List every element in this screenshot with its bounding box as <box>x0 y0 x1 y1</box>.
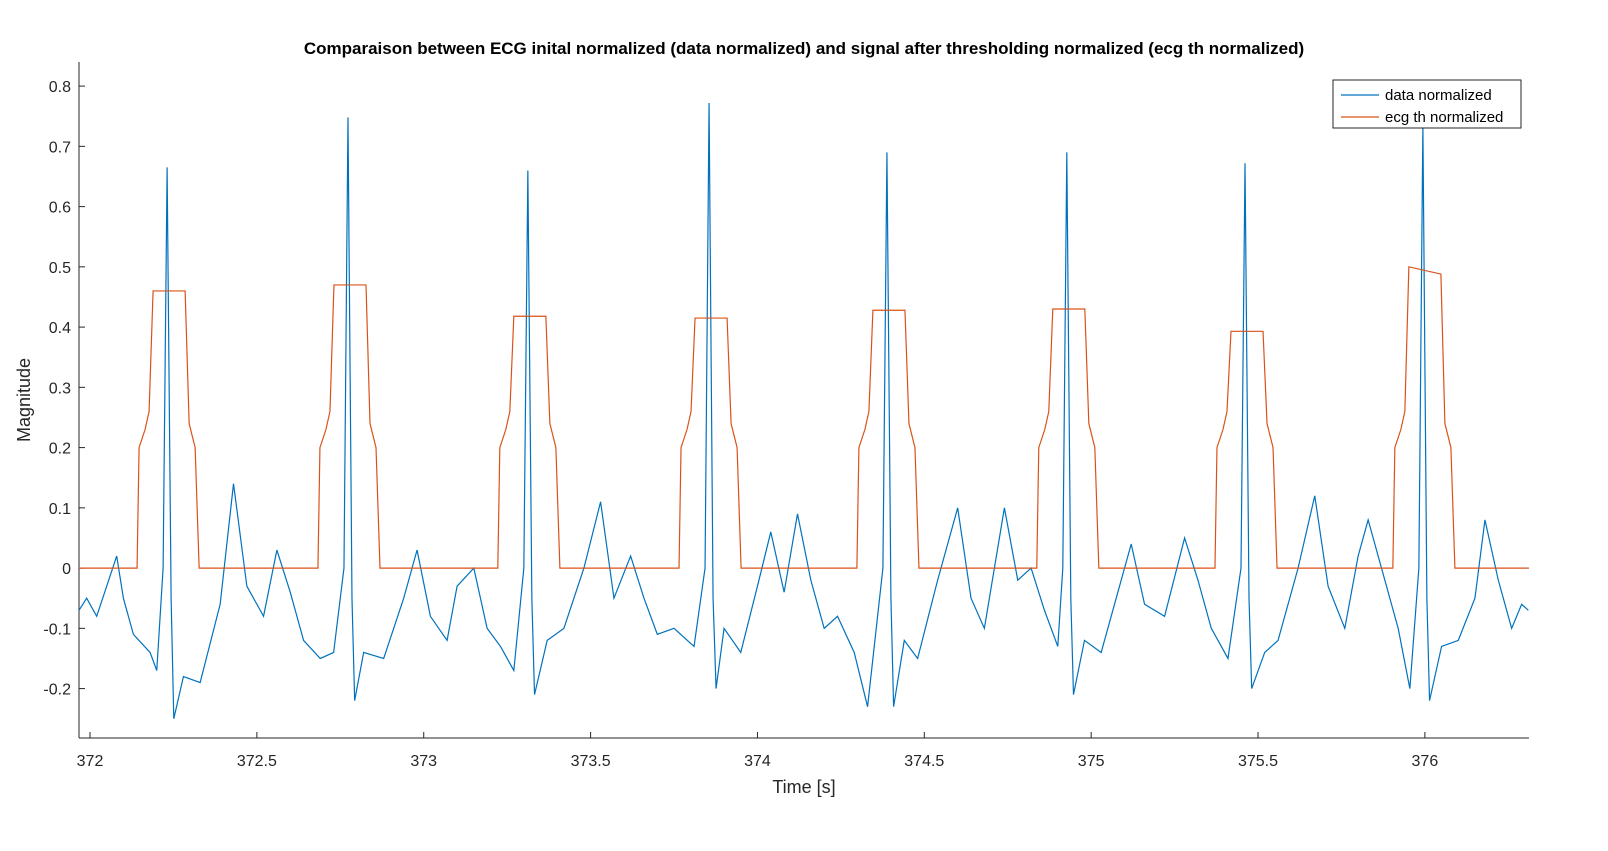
y-tick-label: 0.8 <box>49 79 71 96</box>
y-tick-label: 0.4 <box>49 320 71 337</box>
y-tick-label: -0.2 <box>43 682 71 699</box>
y-tick-label: 0.5 <box>49 260 71 277</box>
y-tick-label: 0.2 <box>49 441 71 458</box>
x-tick-label: 373 <box>410 753 437 770</box>
y-tick-label: 0.6 <box>49 200 71 217</box>
x-tick-label: 376 <box>1412 753 1439 770</box>
x-tick-label: 372.5 <box>237 753 277 770</box>
y-tick-label: 0.7 <box>49 139 71 156</box>
y-tick-label: 0 <box>62 561 71 578</box>
y-axis-label: Magnitude <box>14 358 34 442</box>
x-tick-label: 375 <box>1078 753 1105 770</box>
x-tick-label: 374.5 <box>904 753 944 770</box>
x-tick-label: 375.5 <box>1238 753 1278 770</box>
data-line <box>79 266 1529 569</box>
x-tick-label: 373.5 <box>571 753 611 770</box>
legend-label: ecg th normalized <box>1385 109 1503 126</box>
legend-box <box>1332 79 1522 129</box>
legend-label: data normalized <box>1385 87 1492 104</box>
chart-title: Comparaison between ECG inital normalize… <box>304 39 1304 58</box>
y-tick-label: -0.1 <box>43 621 71 638</box>
y-tick-label: 0.3 <box>49 380 71 397</box>
legend: data normalized ecg th normalized <box>1332 79 1522 129</box>
x-tick-label: 372 <box>77 753 104 770</box>
y-tick-label: 0.1 <box>49 501 71 518</box>
x-axis-label: Time [s] <box>772 777 835 797</box>
data-line <box>78 102 1529 719</box>
x-tick-label: 374 <box>744 753 771 770</box>
